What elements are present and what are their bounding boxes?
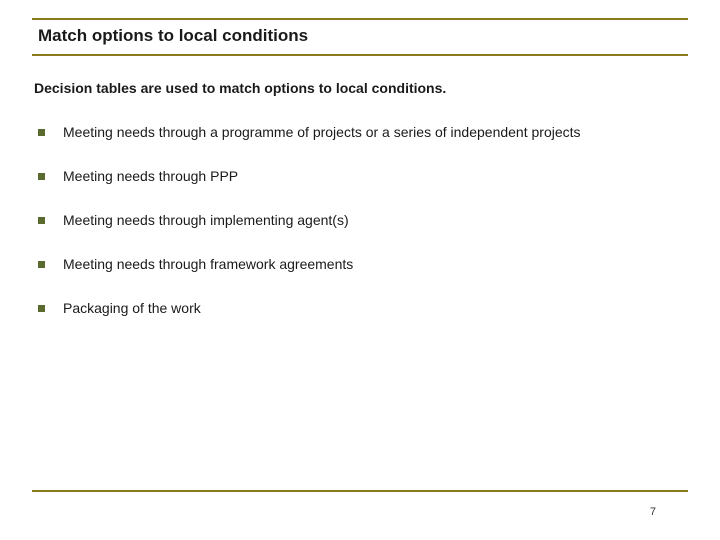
bullet-text: Packaging of the work xyxy=(63,300,201,316)
bullet-text: Meeting needs through implementing agent… xyxy=(63,212,349,228)
square-bullet-icon xyxy=(38,173,45,180)
bottom-divider xyxy=(32,490,688,492)
list-item: Meeting needs through PPP xyxy=(38,168,688,184)
slide-subtitle: Decision tables are used to match option… xyxy=(32,80,688,96)
slide-content: Match options to local conditions Decisi… xyxy=(0,0,720,540)
bullet-text: Meeting needs through a programme of pro… xyxy=(63,124,581,140)
bullet-text: Meeting needs through PPP xyxy=(63,168,238,184)
slide-title: Match options to local conditions xyxy=(38,26,688,46)
list-item: Meeting needs through a programme of pro… xyxy=(38,124,688,140)
bullet-text: Meeting needs through framework agreemen… xyxy=(63,256,353,272)
list-item: Packaging of the work xyxy=(38,300,688,316)
square-bullet-icon xyxy=(38,129,45,136)
list-item: Meeting needs through framework agreemen… xyxy=(38,256,688,272)
title-block: Match options to local conditions xyxy=(32,18,688,56)
square-bullet-icon xyxy=(38,305,45,312)
list-item: Meeting needs through implementing agent… xyxy=(38,212,688,228)
square-bullet-icon xyxy=(38,217,45,224)
square-bullet-icon xyxy=(38,261,45,268)
page-number: 7 xyxy=(650,506,656,518)
bullet-list: Meeting needs through a programme of pro… xyxy=(32,124,688,316)
